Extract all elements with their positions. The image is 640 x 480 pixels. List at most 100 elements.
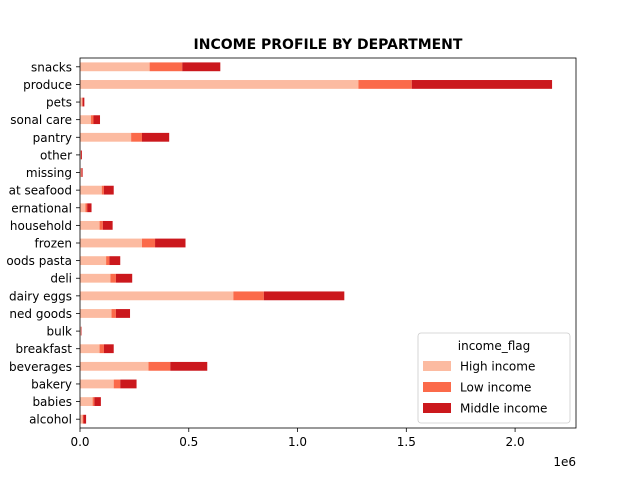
legend-swatch-high-income [423, 361, 451, 371]
bar-high-income [80, 185, 102, 195]
bar-middle-income [103, 185, 114, 195]
y-tick-label: household [10, 219, 72, 233]
y-tick-label: produce [23, 78, 72, 92]
bar-low-income [113, 379, 121, 389]
y-tick-label: babies [32, 395, 72, 409]
bar-middle-income [115, 309, 131, 318]
bar-high-income [80, 414, 83, 424]
bar-high-income [80, 62, 150, 72]
bar-high-income [80, 397, 93, 406]
legend-label-low-income: Low income [460, 381, 531, 395]
bar-low-income [85, 203, 88, 213]
legend-title: income_flag [458, 339, 530, 353]
bar-middle-income [93, 115, 101, 125]
legend-items: High income Low income Middle income [423, 360, 547, 416]
bar-middle-income [103, 344, 114, 354]
bar-high-income [80, 344, 100, 354]
x-tick-label: 2.0 [506, 435, 525, 449]
bar-low-income [148, 361, 171, 371]
legend-swatch-low-income [423, 382, 451, 392]
y-tick-label: beverages [9, 360, 72, 374]
bar-low-income [131, 132, 142, 142]
bar-high-income [80, 256, 107, 266]
bar-high-income [80, 80, 359, 89]
bar-low-income [99, 344, 104, 354]
bar-high-income [80, 168, 82, 177]
bar-middle-income [411, 80, 553, 89]
chart-title: INCOME PROFILE BY DEPARTMENT [194, 37, 463, 53]
legend-label-high-income: High income [460, 360, 535, 374]
bar-high-income [80, 291, 234, 301]
bar-low-income [99, 220, 103, 230]
bar-middle-income [94, 397, 101, 406]
y-tick-label: snacks [31, 60, 72, 74]
bar-high-income [80, 379, 114, 389]
bar-middle-income [109, 256, 121, 266]
bar-middle-income [81, 168, 83, 177]
bar-low-income [82, 414, 84, 424]
y-tick-label: other [40, 148, 72, 162]
y-tick-label: dairy eggs [9, 289, 72, 303]
y-tick-label: breakfast [15, 342, 72, 356]
x-tick-label: 0.5 [179, 435, 198, 449]
bar-low-income [92, 397, 95, 406]
y-axis: alcohol babies bakery beverages breakfast bul… [6, 60, 80, 427]
bar-middle-income [170, 361, 208, 371]
y-tick-label: oods pasta [6, 254, 72, 268]
y-tick-label: bakery [31, 377, 72, 391]
x-axis-offset-label: 1e6 [553, 455, 576, 469]
y-tick-label: frozen [34, 237, 72, 251]
y-tick-label: ned goods [9, 307, 72, 321]
bar-middle-income [81, 150, 82, 160]
y-tick-label: pets [46, 96, 72, 110]
bar-middle-income [115, 273, 133, 283]
y-tick-label: bulk [46, 325, 72, 339]
bar-middle-income [263, 291, 345, 301]
bar-middle-income [142, 132, 170, 142]
y-tick-label: ernational [11, 201, 72, 215]
x-tick-label: 0.0 [70, 435, 89, 449]
x-tick-label: 1.0 [288, 435, 307, 449]
bar-middle-income [155, 238, 186, 248]
legend-swatch-middle-income [423, 403, 451, 413]
bar-middle-income [82, 97, 85, 107]
bar-high-income [80, 97, 83, 107]
bar-high-income [80, 326, 81, 336]
bar-high-income [80, 220, 100, 230]
bar-low-income [233, 291, 264, 301]
bar-middle-income [120, 379, 137, 389]
bar-low-income [110, 273, 116, 283]
x-tick-label: 1.5 [397, 435, 416, 449]
bar-middle-income [87, 203, 92, 213]
y-tick-label: alcohol [29, 413, 72, 427]
bar-high-income [80, 361, 149, 371]
bar-middle-income [102, 220, 113, 230]
x-axis: 0.0 0.5 1.0 1.5 2.0 [70, 428, 525, 449]
y-tick-label: pantry [33, 131, 72, 145]
bar-high-income [80, 309, 112, 318]
bar-low-income [111, 309, 116, 318]
bar-high-income [80, 238, 142, 248]
bar-high-income [80, 273, 111, 283]
y-tick-label: sonal care [10, 113, 72, 127]
bar-high-income [80, 132, 132, 142]
bar-low-income [149, 62, 183, 72]
bar-high-income [80, 150, 81, 160]
bar-low-income [106, 256, 110, 266]
legend: income_flag High income Low income Middle … [417, 332, 571, 424]
legend-frame [417, 332, 571, 424]
legend-label-middle-income: Middle income [460, 402, 547, 416]
y-tick-label: at seafood [9, 184, 72, 198]
bar-high-income [80, 203, 86, 213]
bar-middle-income [182, 62, 221, 72]
bar-high-income [80, 115, 91, 125]
bar-low-income [90, 115, 94, 125]
bar-middle-income [83, 414, 87, 424]
y-tick-label: deli [50, 272, 72, 286]
bars [80, 62, 553, 424]
bar-low-income [101, 185, 104, 195]
bar-low-income [142, 238, 156, 248]
bar-low-income [358, 80, 412, 89]
y-tick-label: missing [26, 166, 72, 180]
